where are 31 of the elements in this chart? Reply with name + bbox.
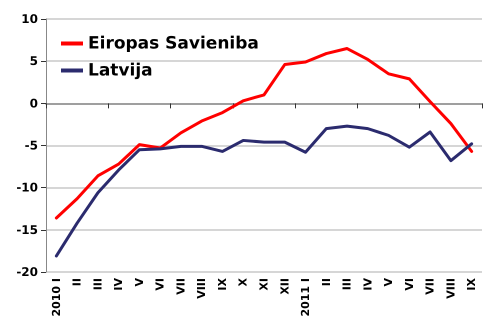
x-tick-label: II [320, 278, 333, 286]
line-series [54, 124, 474, 258]
x-tick-label: VII [174, 278, 188, 295]
x-tick-label: VII [424, 278, 437, 295]
x-tick-label: VIII [195, 278, 208, 299]
x-tick-label: X [236, 277, 250, 286]
legend-label: Eiropas Savieniba [88, 34, 259, 54]
x-tick-label: VIII [444, 278, 458, 299]
x-tick-label: VI [402, 278, 416, 291]
y-tick-label: -5 [24, 138, 38, 152]
x-tick-label: XII [278, 278, 292, 295]
legend-label: Latvija [88, 60, 153, 80]
x-tick-label: IV [112, 278, 126, 291]
x-tick-label: IX [465, 277, 478, 291]
x-tick-label: 2010 I [50, 278, 63, 317]
x-tick-label: IV [361, 278, 374, 291]
y-tick-label: 5 [30, 54, 38, 68]
x-tick-label: III [91, 278, 104, 290]
x-tick-label: V [382, 278, 396, 287]
x-tick-label: 2011 I [299, 278, 312, 317]
x-tick-label: VI [154, 278, 167, 291]
y-tick-label: -20 [16, 265, 38, 279]
x-tick-label: III [340, 278, 354, 290]
x-tick-label: XI [258, 278, 270, 291]
y-tick-label: -10 [16, 180, 38, 195]
y-tick-label: 0 [30, 96, 38, 110]
y-tick-label: -15 [16, 222, 38, 237]
x-tick-label: II [70, 278, 84, 286]
x-tick-label: V [132, 278, 146, 287]
y-tick-label: 10 [21, 12, 38, 26]
x-tick-label: IX [216, 277, 229, 291]
